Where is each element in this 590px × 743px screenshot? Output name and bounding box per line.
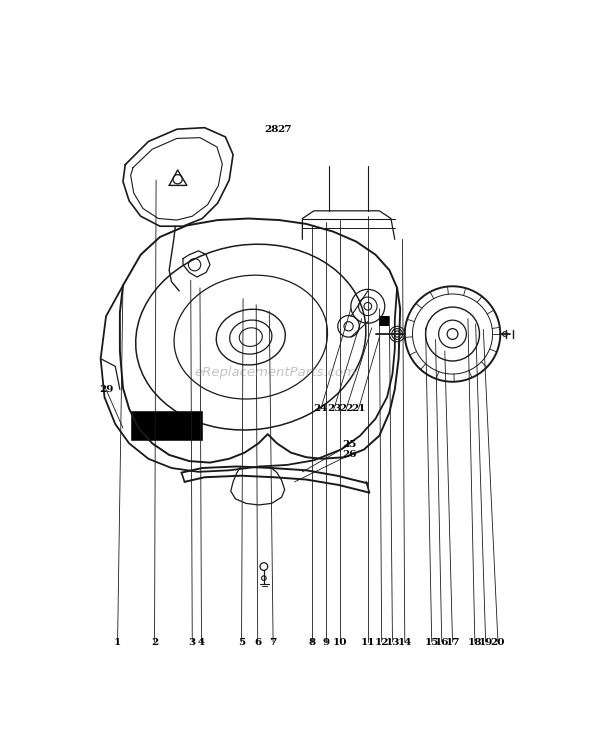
Text: 17: 17 xyxy=(445,637,460,646)
Text: 20: 20 xyxy=(491,637,505,646)
Text: 10: 10 xyxy=(333,637,348,646)
Text: 3: 3 xyxy=(189,637,196,646)
Text: 15: 15 xyxy=(425,637,439,646)
Text: 9: 9 xyxy=(323,637,330,646)
Text: 27: 27 xyxy=(277,125,292,134)
Text: 7: 7 xyxy=(270,637,277,646)
Text: 28: 28 xyxy=(264,125,278,134)
Text: 19: 19 xyxy=(478,637,493,646)
Text: 8: 8 xyxy=(309,637,316,646)
Text: 24: 24 xyxy=(314,404,328,413)
Text: 29: 29 xyxy=(99,385,113,394)
Text: 14: 14 xyxy=(398,637,412,646)
Text: 18: 18 xyxy=(468,637,482,646)
Text: 2: 2 xyxy=(151,637,158,646)
Text: 4: 4 xyxy=(198,637,205,646)
Text: 11: 11 xyxy=(360,637,375,646)
Text: 26: 26 xyxy=(342,450,356,459)
Bar xyxy=(130,411,202,441)
Text: 16: 16 xyxy=(434,637,449,646)
Text: 13: 13 xyxy=(385,637,399,646)
Text: 1: 1 xyxy=(114,637,121,646)
Text: 23: 23 xyxy=(327,404,341,413)
Text: 6: 6 xyxy=(254,637,261,646)
Text: 25: 25 xyxy=(342,441,356,450)
Text: 5: 5 xyxy=(238,637,245,646)
Text: 12: 12 xyxy=(375,637,389,646)
Text: 21: 21 xyxy=(351,404,366,413)
Text: eReplacementParts.com: eReplacementParts.com xyxy=(195,366,356,379)
Text: 22: 22 xyxy=(339,404,353,413)
Bar xyxy=(379,317,389,325)
